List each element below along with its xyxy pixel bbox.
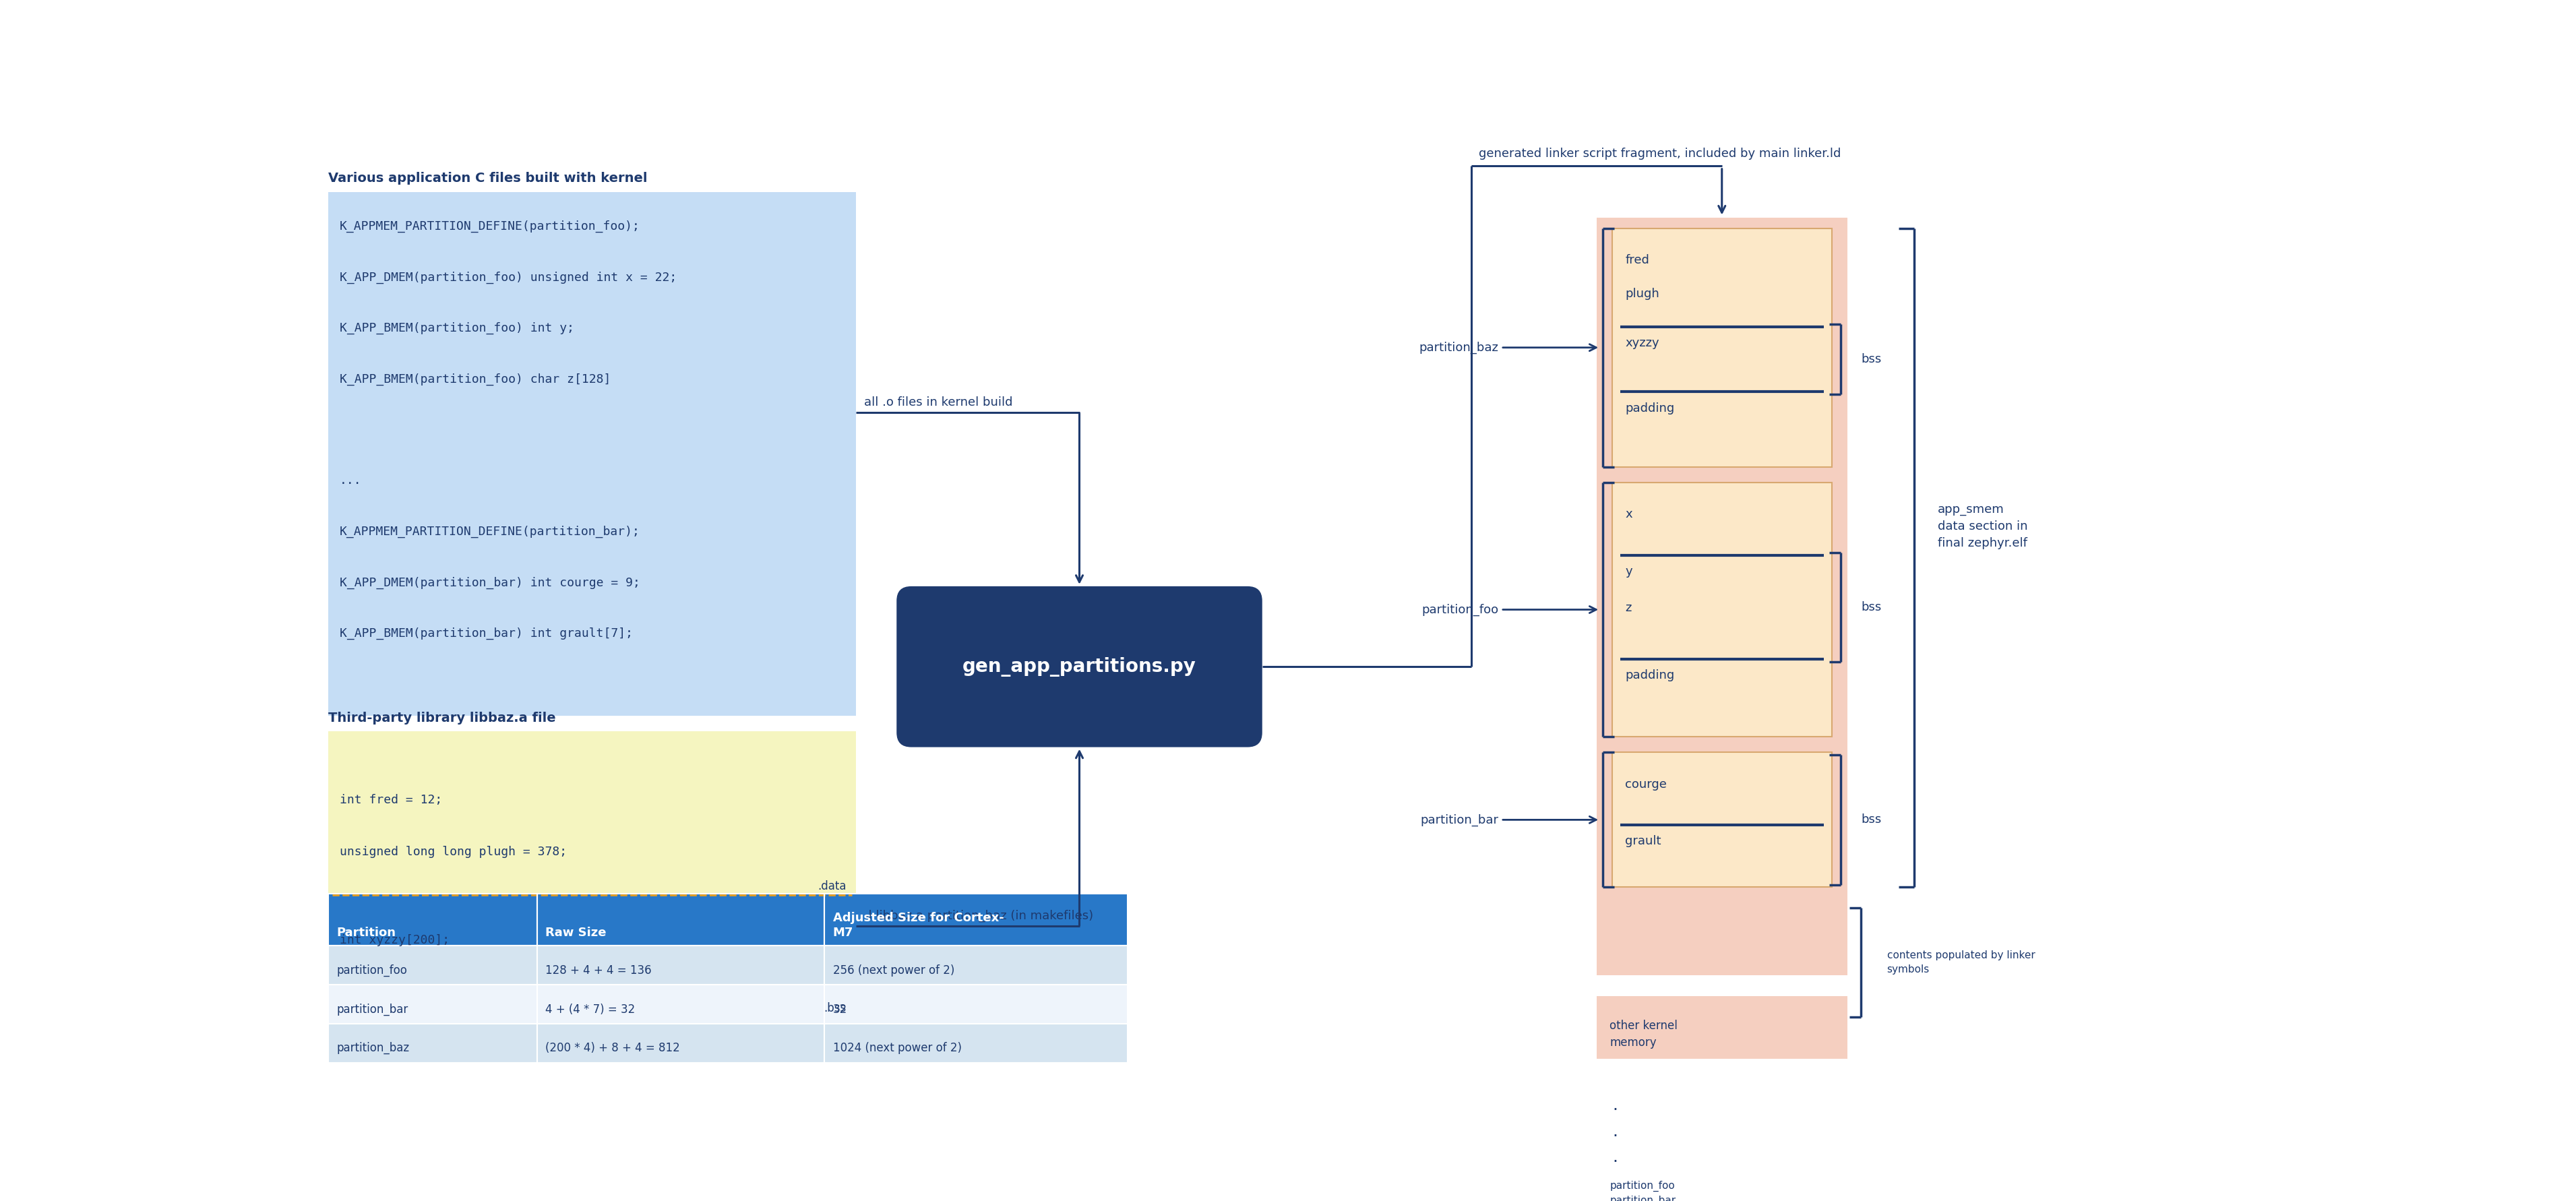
Text: K_APP_DMEM(partition_bar) int courge = 9;: K_APP_DMEM(partition_bar) int courge = 9…	[340, 576, 641, 588]
Text: .: .	[1613, 1149, 1618, 1165]
Text: x: x	[1625, 508, 1633, 520]
Text: app_smem
data section in
final zephyr.elf: app_smem data section in final zephyr.el…	[1937, 503, 2027, 550]
Text: bss: bss	[1860, 353, 1880, 365]
Text: partition_baz: partition_baz	[337, 1042, 410, 1054]
Text: K_APP_BMEM(partition_foo) int y;: K_APP_BMEM(partition_foo) int y;	[340, 322, 574, 334]
Text: z: z	[1625, 602, 1631, 614]
Bar	[1613, 483, 1832, 736]
Text: -l libbaz.a partition_baz (in makefiles): -l libbaz.a partition_baz (in makefiles)	[863, 909, 1092, 922]
Text: .bss: .bss	[824, 1003, 848, 1015]
Text: courge: courge	[1625, 778, 1667, 790]
Text: int xyzzy[200];: int xyzzy[200];	[340, 934, 451, 946]
Bar	[824, 946, 1128, 985]
Text: Adjusted Size for Cortex-
M7: Adjusted Size for Cortex- M7	[832, 912, 1005, 939]
Bar	[1597, 217, 1847, 975]
Text: (200 * 4) + 8 + 4 = 812: (200 * 4) + 8 + 4 = 812	[546, 1042, 680, 1054]
Text: .: .	[1613, 1098, 1618, 1113]
Text: fred: fred	[1625, 255, 1649, 267]
Text: partition_foo: partition_foo	[1422, 603, 1499, 616]
Bar	[327, 985, 538, 1023]
Text: bss: bss	[1860, 600, 1880, 613]
Text: partition_foo
partition_bar
partition_baz: partition_foo partition_bar partition_ba…	[1610, 1181, 1677, 1201]
Text: .data: .data	[817, 880, 848, 892]
Text: Various application C files built with kernel: Various application C files built with k…	[327, 172, 647, 185]
Bar	[327, 731, 855, 1030]
Text: partition_foo: partition_foo	[337, 964, 407, 976]
Text: padding: padding	[1625, 402, 1674, 414]
Text: all .o files in kernel build: all .o files in kernel build	[863, 396, 1012, 408]
Bar	[1597, 997, 1847, 1058]
Bar	[538, 946, 824, 985]
Bar	[538, 1023, 824, 1063]
Text: Third-party library libbaz.a file: Third-party library libbaz.a file	[327, 711, 556, 724]
Bar	[327, 894, 538, 946]
Bar	[824, 1023, 1128, 1063]
Bar	[327, 192, 855, 716]
Text: partition_bar: partition_bar	[1419, 813, 1499, 826]
Text: bss: bss	[1860, 814, 1880, 826]
Bar	[327, 946, 538, 985]
Text: gen_app_partitions.py: gen_app_partitions.py	[963, 657, 1195, 676]
Text: 32: 32	[832, 1003, 848, 1015]
Bar	[327, 1023, 538, 1063]
Text: generated linker script fragment, included by main linker.ld: generated linker script fragment, includ…	[1479, 148, 1842, 160]
Bar	[1613, 752, 1832, 888]
Text: padding: padding	[1625, 669, 1674, 681]
Text: xyzzy: xyzzy	[1625, 337, 1659, 349]
Text: partition_baz: partition_baz	[1419, 341, 1499, 354]
Bar	[824, 894, 1128, 946]
Text: .: .	[1613, 1123, 1618, 1140]
Text: y: y	[1625, 566, 1633, 578]
Text: 128 + 4 + 4 = 136: 128 + 4 + 4 = 136	[546, 964, 652, 976]
Bar	[538, 894, 824, 946]
Text: K_APPMEM_PARTITION_DEFINE(partition_foo);: K_APPMEM_PARTITION_DEFINE(partition_foo)…	[340, 221, 641, 233]
Text: K_APP_BMEM(partition_foo) char z[128]: K_APP_BMEM(partition_foo) char z[128]	[340, 374, 611, 386]
Text: unsigned long long plugh = 378;: unsigned long long plugh = 378;	[340, 846, 567, 858]
FancyBboxPatch shape	[896, 586, 1262, 747]
Text: K_APP_DMEM(partition_foo) unsigned int x = 22;: K_APP_DMEM(partition_foo) unsigned int x…	[340, 271, 677, 283]
Text: Partition: Partition	[337, 926, 397, 939]
Text: K_APPMEM_PARTITION_DEFINE(partition_bar);: K_APPMEM_PARTITION_DEFINE(partition_bar)…	[340, 526, 641, 538]
Bar	[824, 985, 1128, 1023]
Text: ...: ...	[340, 474, 361, 486]
Text: 256 (next power of 2): 256 (next power of 2)	[832, 964, 956, 976]
Text: plugh: plugh	[1625, 288, 1659, 300]
Text: other kernel
memory: other kernel memory	[1610, 1020, 1677, 1048]
Text: contents populated by linker
symbols: contents populated by linker symbols	[1888, 950, 2035, 975]
Text: 1024 (next power of 2): 1024 (next power of 2)	[832, 1042, 961, 1054]
Text: K_APP_BMEM(partition_bar) int grault[7];: K_APP_BMEM(partition_bar) int grault[7];	[340, 627, 634, 640]
Text: int fred = 12;: int fred = 12;	[340, 794, 443, 806]
Text: grault: grault	[1625, 836, 1662, 848]
Text: 4 + (4 * 7) = 32: 4 + (4 * 7) = 32	[546, 1003, 636, 1015]
Bar	[538, 985, 824, 1023]
Text: partition_bar: partition_bar	[337, 1003, 407, 1015]
Bar	[1613, 228, 1832, 467]
Text: Raw Size: Raw Size	[546, 926, 605, 939]
